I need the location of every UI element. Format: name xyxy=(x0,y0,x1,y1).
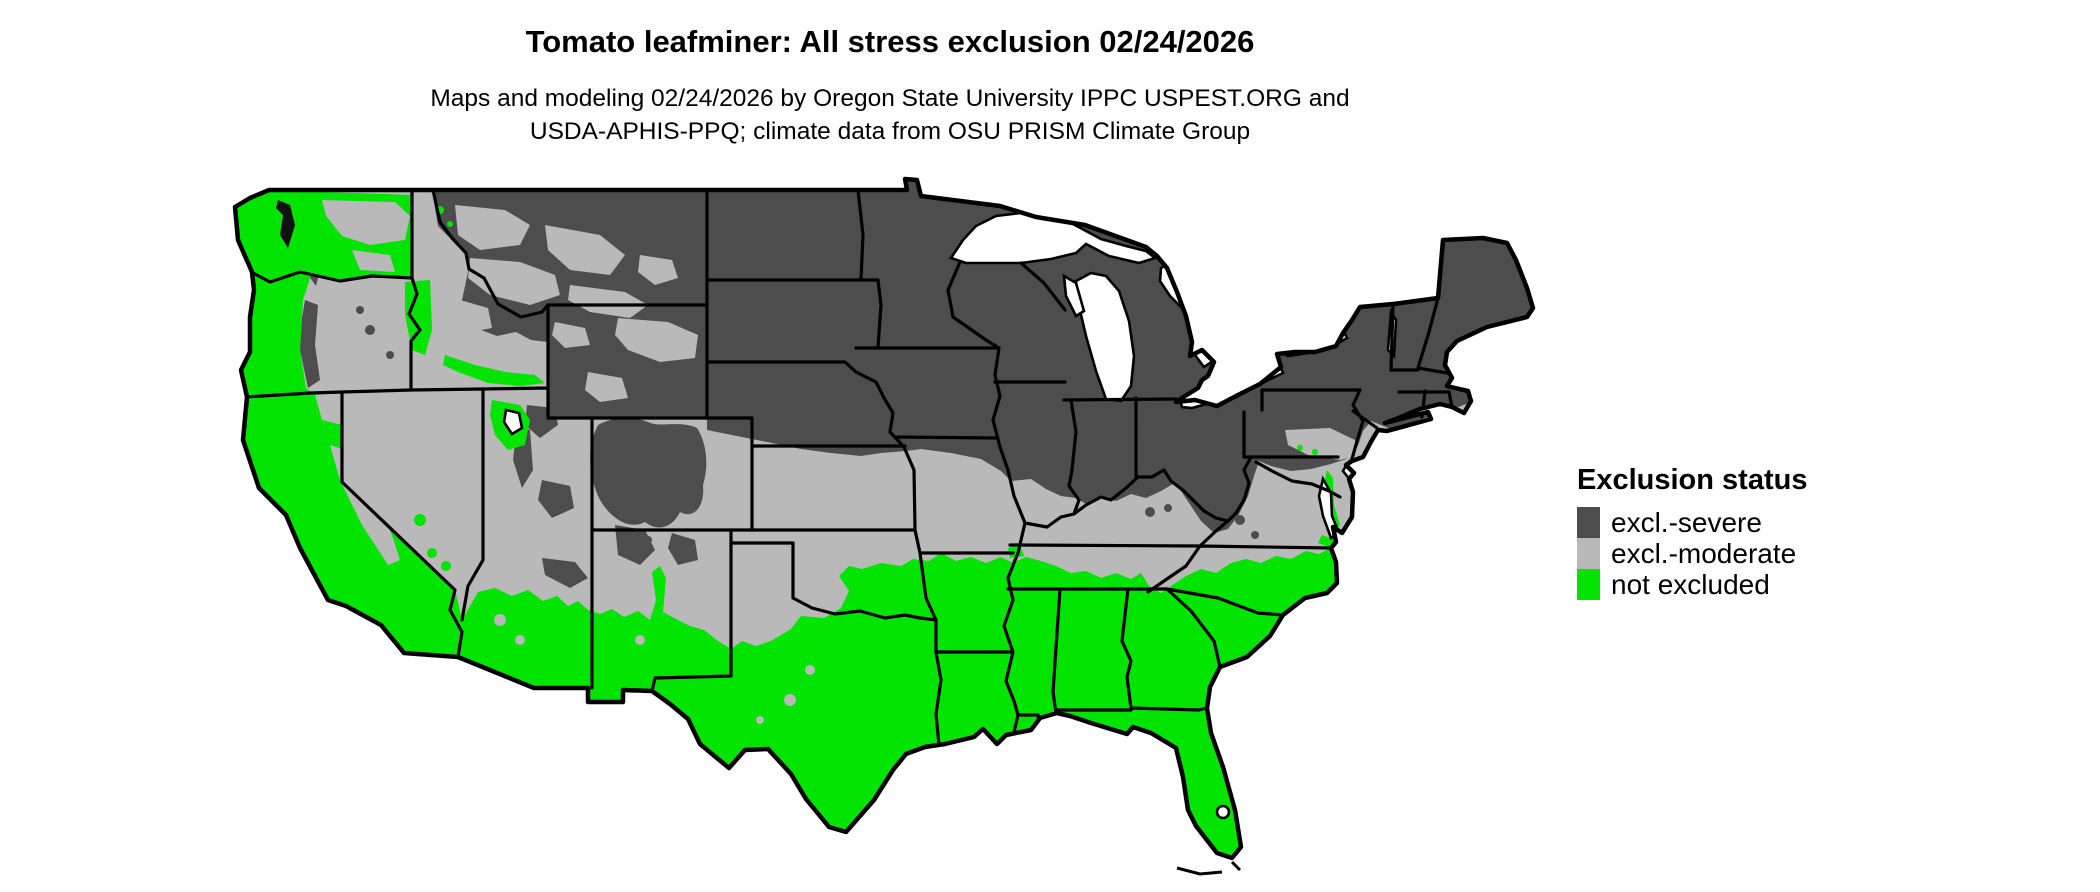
green-bay xyxy=(1062,273,1086,318)
legend: Exclusion status excl.-severe excl.-mode… xyxy=(1577,464,1807,600)
page-title: Tomato leafminer: All stress exclusion 0… xyxy=(525,24,1255,59)
region-moderate-over-green-shape xyxy=(805,665,815,675)
region-moderate-over-green-shape xyxy=(322,200,410,245)
region-not-excluded-west-shape xyxy=(441,561,451,571)
region-severe-patches-shape xyxy=(365,325,375,335)
state-borders xyxy=(244,188,1454,747)
region-moderate-patches-shape xyxy=(568,285,648,318)
region-not-excluded-south-shape xyxy=(458,548,1337,858)
legend-title: Exclusion status xyxy=(1577,464,1808,496)
region-moderate-over-green-shape xyxy=(784,694,796,706)
region-severe-patches-shape xyxy=(590,418,707,528)
region-severe-patches-shape xyxy=(1145,507,1155,517)
region-moderate-over-green-shape xyxy=(315,393,342,425)
national-border xyxy=(232,176,1536,876)
map-canvas xyxy=(235,179,1533,858)
not-excluded-swatch xyxy=(1577,569,1600,600)
region-not-excluded-west-shape xyxy=(235,190,462,657)
region-severe-patches-shape xyxy=(1235,515,1245,525)
region-severe-patches-shape xyxy=(525,405,558,438)
region-severe-patches-shape xyxy=(615,525,655,565)
water-bodies xyxy=(276,200,1398,820)
severe-label: excl.-severe xyxy=(1611,507,1762,538)
region-not-excluded-south-shape xyxy=(1297,445,1303,451)
region-moderate-patches xyxy=(432,205,1510,460)
region-moderate-patches-shape xyxy=(455,205,530,250)
legend-item-not-excluded: not excluded xyxy=(1577,569,1807,600)
region-moderate-patches-shape xyxy=(638,255,678,285)
region-severe-patches-shape xyxy=(538,480,574,518)
region-not-excluded-south-shape xyxy=(1312,449,1318,455)
title-block: Tomato leafminer: All stress exclusion 0… xyxy=(0,0,1780,148)
region-moderate-over-green-shape xyxy=(515,635,525,645)
national-border-shape xyxy=(232,176,1536,861)
region-severe-patches-shape xyxy=(1251,531,1259,539)
puget-sound xyxy=(276,200,295,248)
subtitle-line-1: Maps and modeling 02/24/2026 by Oregon S… xyxy=(430,85,1350,112)
region-not-excluded-west-shape xyxy=(414,514,426,526)
region-not-excluded-south-shape xyxy=(1318,535,1335,548)
region-severe-patches xyxy=(300,197,1259,588)
severe-swatch xyxy=(1577,507,1600,538)
region-moderate-over-green-shape xyxy=(352,250,395,272)
moderate-swatch xyxy=(1577,538,1600,569)
state-borders-shape xyxy=(244,188,1454,747)
region-severe-patches-shape xyxy=(356,306,364,314)
region-severe-patches-shape xyxy=(300,300,320,388)
region-not-excluded-west-shape xyxy=(447,221,453,227)
region-not-excluded-west-shape xyxy=(443,355,545,386)
region-severe-patches-shape xyxy=(668,533,698,565)
legend-item-severe: excl.-severe xyxy=(1577,507,1807,538)
region-moderate-patches-shape xyxy=(585,372,628,402)
lake-superior xyxy=(948,211,1158,265)
region-moderate-patches-shape xyxy=(545,225,625,275)
region-severe-patches-shape xyxy=(644,536,652,544)
moderate-label: excl.-moderate xyxy=(1611,538,1797,569)
region-severe-patches-shape xyxy=(677,545,683,551)
region-not-excluded-west-shape xyxy=(427,548,437,558)
lake-michigan xyxy=(1074,271,1136,403)
region-moderate-patches-shape xyxy=(456,300,492,332)
region-moderate-patches-shape xyxy=(432,240,458,315)
florida-keys xyxy=(1176,860,1242,876)
lake-okeechobee xyxy=(1215,804,1231,820)
great-salt-lake xyxy=(502,408,524,436)
legend-item-moderate: excl.-moderate xyxy=(1577,538,1807,569)
region-severe-patches-shape xyxy=(542,558,588,588)
subtitle-line-2: USDA-APHIS-PPQ; climate data from OSU PR… xyxy=(529,118,1251,145)
region-moderate-over-green-shape xyxy=(635,635,645,645)
region-moderate-over-green-shape xyxy=(494,614,506,626)
region-severe-patches-shape xyxy=(1164,504,1172,512)
region-moderate-patches-shape xyxy=(552,322,590,348)
region-moderate-patches-shape xyxy=(615,318,698,362)
region-moderate-over-green-shape xyxy=(756,716,764,724)
region-severe-patches-shape xyxy=(386,351,394,359)
region-moderate-patches-shape xyxy=(1285,428,1360,460)
not-excluded-label: not excluded xyxy=(1611,569,1770,600)
region-not-excluded-west-shape xyxy=(405,280,432,355)
